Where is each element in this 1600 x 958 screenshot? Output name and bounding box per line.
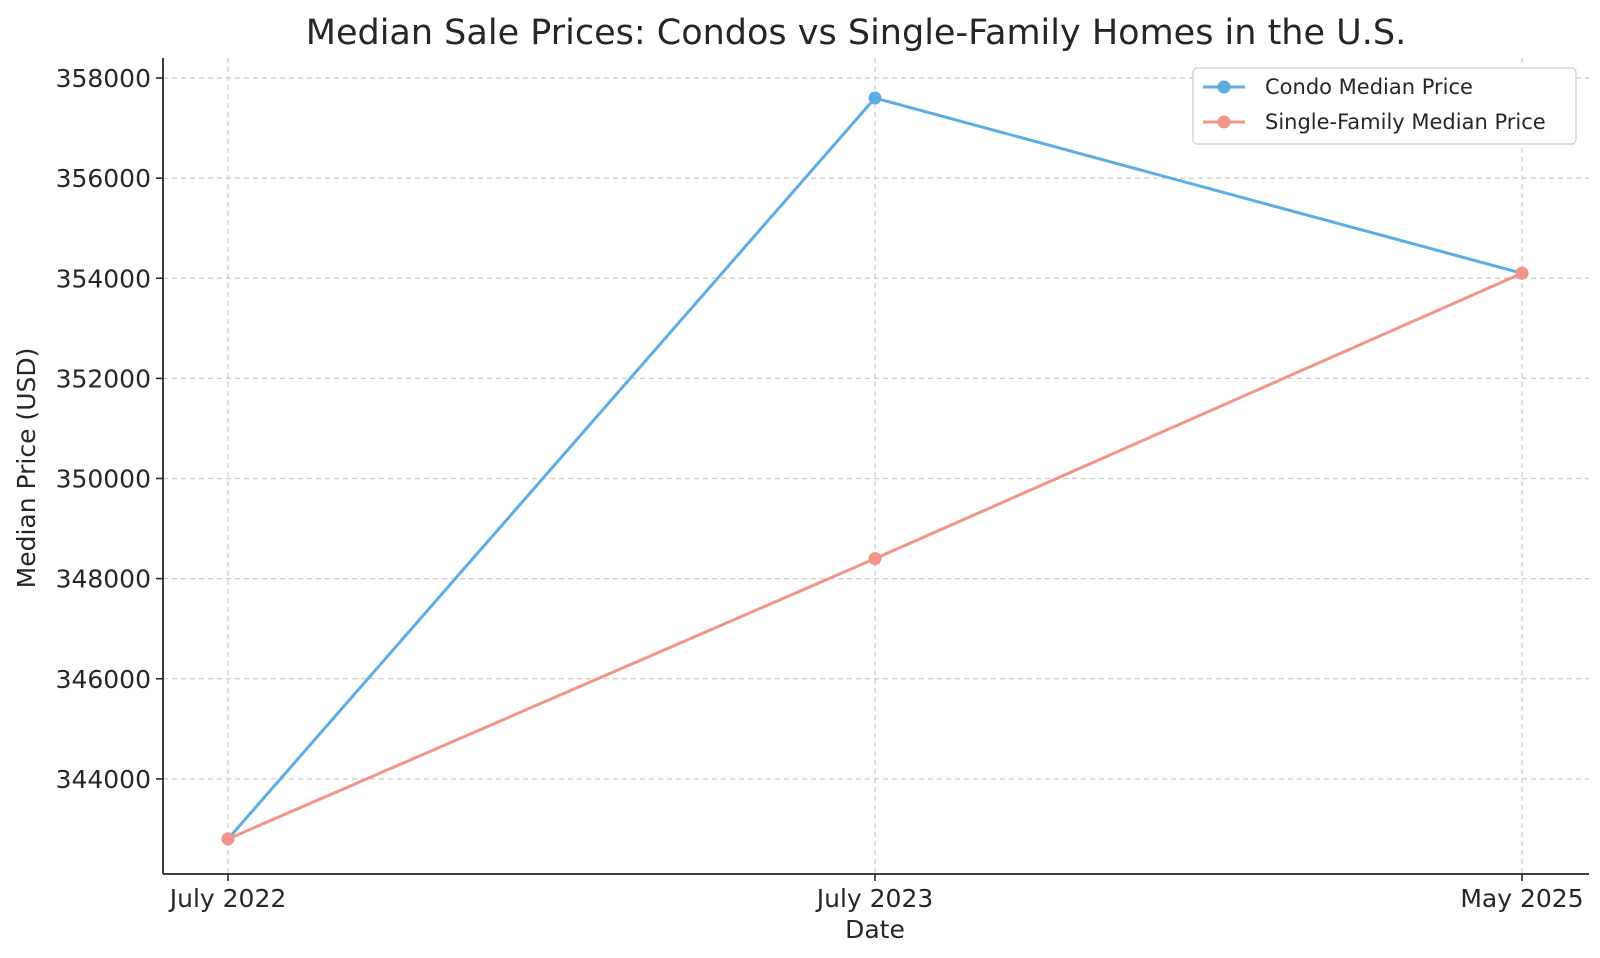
data-point xyxy=(1515,266,1529,280)
legend: Condo Median Price Single-Family Median P… xyxy=(1192,67,1577,145)
data-point xyxy=(868,91,882,105)
x-grid-lines xyxy=(227,58,1523,874)
legend-label: Condo Median Price xyxy=(1265,75,1473,99)
y-axis-label: Median Price (USD) xyxy=(12,348,41,589)
legend-label: Single-Family Median Price xyxy=(1265,110,1546,134)
y-tick-label: 358000 xyxy=(56,64,151,93)
legend-marker xyxy=(1217,80,1231,94)
x-tick-label: July 2023 xyxy=(815,884,934,913)
y-tick-label: 350000 xyxy=(56,465,151,494)
x-tick-label: July 2022 xyxy=(168,884,287,913)
chart-title: Median Sale Prices: Condos vs Single-Fam… xyxy=(306,13,1406,53)
y-tick-label: 346000 xyxy=(56,665,151,694)
y-grid-lines xyxy=(163,77,1589,780)
data-point xyxy=(221,832,235,846)
y-tick-label: 348000 xyxy=(56,565,151,594)
y-tick-label: 356000 xyxy=(56,164,151,193)
x-tick-label: May 2025 xyxy=(1460,884,1583,913)
y-ticks: 344000 346000 348000 350000 352000 354000 3560… xyxy=(56,64,163,794)
y-tick-label: 344000 xyxy=(56,765,151,794)
x-ticks: July 2022 July 2023 May 2025 xyxy=(168,874,1584,913)
data-point xyxy=(868,552,882,566)
y-tick-label: 354000 xyxy=(56,264,151,293)
legend-box xyxy=(1192,67,1577,145)
x-axis-label: Date xyxy=(845,915,905,944)
series-markers xyxy=(221,91,1529,846)
legend-marker xyxy=(1217,115,1231,129)
y-tick-label: 352000 xyxy=(56,364,151,393)
